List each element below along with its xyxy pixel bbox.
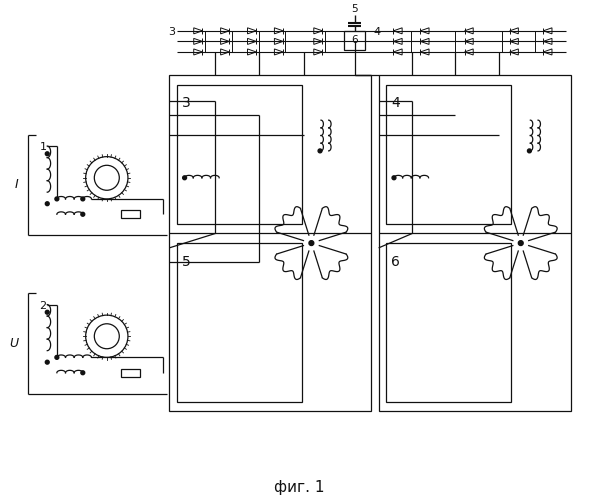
Circle shape: [45, 310, 49, 314]
Circle shape: [519, 240, 523, 246]
Polygon shape: [510, 38, 519, 44]
Polygon shape: [220, 38, 229, 44]
Circle shape: [309, 240, 314, 246]
Polygon shape: [544, 38, 552, 44]
Polygon shape: [274, 49, 283, 55]
Circle shape: [55, 356, 59, 360]
Polygon shape: [274, 28, 283, 34]
Bar: [386, 243, 511, 402]
Circle shape: [183, 176, 187, 180]
Text: 6: 6: [351, 34, 358, 44]
Polygon shape: [393, 49, 402, 55]
Text: I: I: [15, 178, 18, 192]
Polygon shape: [421, 38, 429, 44]
Text: 3: 3: [168, 27, 175, 37]
Circle shape: [81, 197, 85, 201]
Bar: [344, 31, 365, 50]
Polygon shape: [465, 38, 473, 44]
Polygon shape: [194, 28, 203, 34]
Bar: [169, 75, 371, 411]
Polygon shape: [314, 38, 323, 44]
Text: 5: 5: [182, 254, 191, 268]
Circle shape: [45, 152, 49, 156]
Text: 2: 2: [40, 300, 47, 310]
Circle shape: [527, 149, 531, 153]
Polygon shape: [194, 38, 203, 44]
Polygon shape: [274, 38, 283, 44]
Text: 5: 5: [351, 4, 358, 14]
Polygon shape: [314, 49, 323, 55]
Text: 1: 1: [40, 142, 46, 152]
Bar: [386, 84, 511, 224]
Polygon shape: [393, 38, 402, 44]
Bar: [177, 243, 302, 402]
Circle shape: [318, 149, 322, 153]
Circle shape: [81, 212, 85, 216]
Text: 4: 4: [374, 27, 381, 37]
Bar: [177, 84, 302, 224]
Polygon shape: [248, 28, 256, 34]
Text: 6: 6: [391, 254, 400, 268]
Polygon shape: [421, 49, 429, 55]
Polygon shape: [194, 49, 203, 55]
Bar: [121, 210, 140, 218]
Text: 3: 3: [182, 96, 191, 110]
Text: U: U: [10, 337, 18, 350]
Polygon shape: [314, 28, 323, 34]
Polygon shape: [465, 28, 473, 34]
Circle shape: [81, 371, 85, 374]
Polygon shape: [220, 28, 229, 34]
Bar: [378, 75, 571, 411]
Polygon shape: [248, 49, 256, 55]
Polygon shape: [544, 28, 552, 34]
Bar: [121, 369, 140, 376]
Circle shape: [392, 176, 396, 180]
Polygon shape: [220, 49, 229, 55]
Polygon shape: [248, 38, 256, 44]
Polygon shape: [544, 49, 552, 55]
Text: 4: 4: [391, 96, 400, 110]
Circle shape: [45, 202, 49, 205]
Text: фиг. 1: фиг. 1: [274, 480, 324, 496]
Polygon shape: [510, 28, 519, 34]
Circle shape: [45, 360, 49, 364]
Polygon shape: [421, 28, 429, 34]
Polygon shape: [510, 49, 519, 55]
Polygon shape: [465, 49, 473, 55]
Circle shape: [55, 197, 59, 201]
Polygon shape: [393, 28, 402, 34]
